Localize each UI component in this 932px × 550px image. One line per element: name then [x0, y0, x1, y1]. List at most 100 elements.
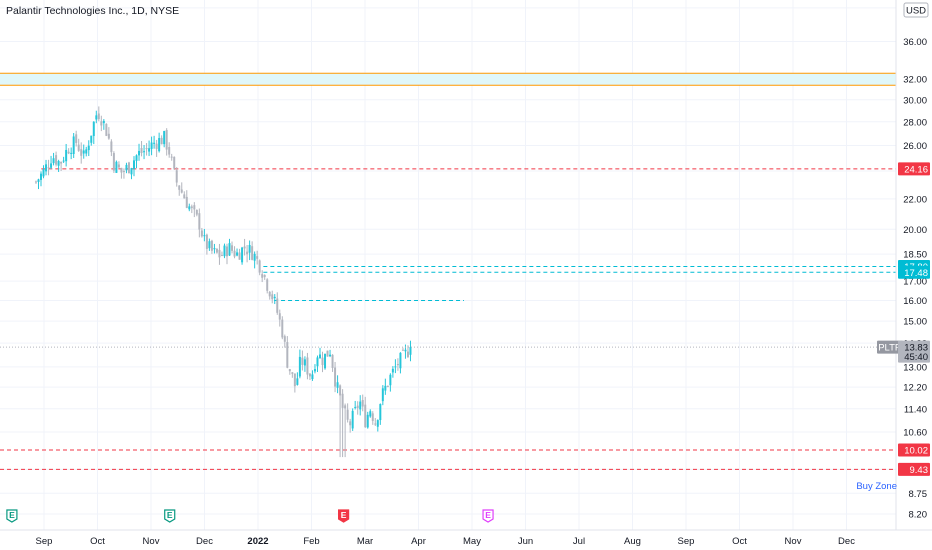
x-tick-label: Sep [36, 536, 53, 547]
candle-body [85, 149, 88, 154]
candle-body [170, 156, 173, 158]
candle-body [271, 294, 274, 300]
candle-body [208, 241, 211, 249]
candle-body [334, 367, 337, 387]
candle-body [386, 385, 389, 387]
candle-body [60, 161, 63, 164]
candle-body [105, 123, 108, 136]
candle-body [188, 206, 191, 210]
candle-body [346, 409, 349, 420]
candle-body [223, 245, 226, 257]
candle-body [140, 147, 143, 154]
candle-body [399, 352, 402, 369]
candle-body [281, 319, 284, 338]
candle-body [190, 206, 193, 209]
candle-body [396, 364, 399, 366]
candle-body [308, 373, 311, 377]
candle-body [47, 167, 50, 169]
candle-body [150, 142, 153, 149]
candle-body [316, 357, 319, 367]
y-tick-label: 10.60 [903, 428, 927, 439]
y-tick-label: 16.00 [903, 296, 927, 307]
candle-body [339, 385, 342, 396]
candle-body [364, 404, 367, 428]
candle-body [321, 357, 324, 366]
y-tick-label: 32.00 [903, 75, 927, 86]
candle-body [243, 246, 246, 249]
last-price-tag [898, 340, 930, 363]
candle-body [67, 151, 70, 154]
candle-body [344, 405, 347, 409]
earnings-marker-label: E [341, 510, 347, 520]
candle-body [351, 410, 354, 429]
candle-body [193, 205, 196, 210]
x-tick-label: Nov [143, 536, 160, 547]
candle-body [143, 151, 146, 153]
zone-fill [0, 73, 896, 86]
buy-zone-label: Buy Zone [856, 481, 897, 492]
candle-body [178, 185, 181, 190]
candle-body [288, 369, 291, 372]
y-tick-label: 18.50 [903, 250, 927, 261]
x-tick-label: Jun [518, 536, 533, 547]
candle-body [326, 350, 329, 357]
y-tick-label: 13.00 [903, 362, 927, 373]
candle-body [371, 413, 374, 421]
candle-body [102, 120, 105, 124]
candle-body [336, 382, 339, 388]
x-tick-label: Oct [732, 536, 747, 547]
x-tick-label: Apr [411, 536, 426, 547]
candle-body [238, 252, 241, 260]
candle-body [361, 399, 364, 407]
candle-body [324, 353, 327, 369]
earnings-marker [338, 509, 350, 523]
candle-body [57, 161, 60, 166]
candle-body [45, 164, 48, 172]
candle-body [379, 404, 382, 421]
candle-body [354, 406, 357, 408]
symbol-tag-text: PLTR [878, 343, 902, 354]
price-tag-text: 17.48 [904, 268, 928, 279]
candle-body [158, 138, 161, 152]
candle-body [77, 144, 80, 151]
candle-body [122, 171, 125, 173]
candle-body [291, 372, 294, 374]
x-tick-label: Jul [573, 536, 585, 547]
price-tag-text: 10.02 [904, 446, 928, 457]
candle-body [313, 369, 316, 372]
candle-body [165, 130, 168, 150]
candle-body [82, 150, 85, 154]
candle-body [75, 134, 78, 143]
candle-body [331, 354, 334, 368]
candle-body [107, 133, 110, 139]
candle-body [236, 252, 239, 256]
candle-body [163, 131, 166, 145]
candle-body [374, 423, 377, 425]
candle-body [153, 142, 156, 144]
candle-body [148, 148, 151, 152]
y-tick-label: 22.00 [903, 194, 927, 205]
candle-body [376, 420, 379, 427]
candle-body [306, 357, 309, 375]
currency-text: USD [906, 6, 926, 17]
candle-body [52, 158, 55, 164]
candle-body [55, 155, 58, 165]
candle-body [318, 354, 321, 359]
candle-body [203, 235, 206, 237]
price-tag-resistance-24 [898, 162, 930, 176]
time-axis[interactable]: Sep Oct Nov Dec 2022 Feb Mar Apr May Jun Jul Aug Sep… [0, 529, 932, 547]
x-tick-label: Dec [838, 536, 855, 547]
earnings-marker-label: E [9, 510, 15, 520]
candle-body [329, 354, 332, 357]
currency-label[interactable]: USD [903, 2, 929, 18]
candle-body [92, 121, 95, 137]
candle-body [293, 373, 296, 387]
candle-body [215, 248, 218, 253]
candle-body [409, 347, 412, 355]
candle-body [97, 113, 100, 120]
candle-body [391, 368, 394, 373]
candle-body [266, 279, 269, 291]
candle-body [173, 156, 176, 169]
candle-body [37, 179, 40, 182]
